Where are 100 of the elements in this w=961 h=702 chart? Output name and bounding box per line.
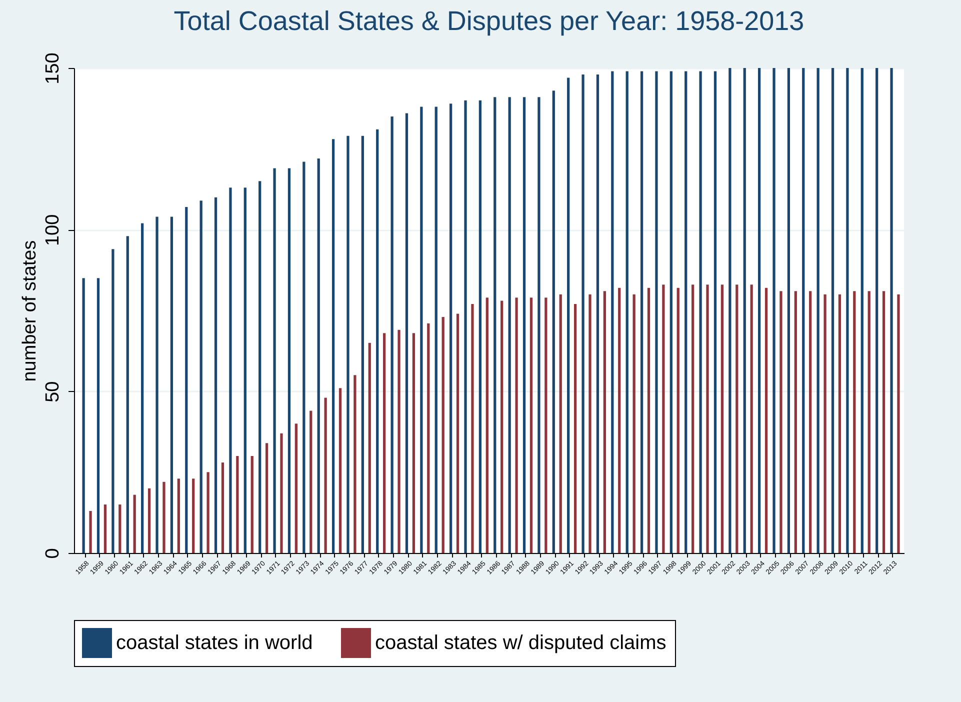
bar: [464, 100, 467, 553]
bar: [236, 456, 239, 553]
bar: [288, 168, 291, 553]
bar: [603, 291, 606, 553]
bar: [200, 200, 202, 553]
bar: [626, 71, 628, 553]
bar: [676, 288, 680, 553]
bar: [361, 136, 364, 553]
bar: [544, 298, 548, 553]
bar: [89, 510, 92, 553]
bar: [618, 288, 621, 553]
bar: [522, 97, 526, 553]
bar: [574, 304, 577, 553]
bar: [478, 100, 482, 553]
bar: [383, 333, 386, 553]
y-tick-label: 50: [42, 381, 64, 402]
bar: [450, 104, 452, 553]
y-tick-label: 0: [42, 548, 64, 559]
bar: [670, 71, 672, 553]
bar: [846, 68, 849, 553]
bar: [758, 68, 761, 553]
bar: [302, 162, 306, 553]
bar: [794, 291, 797, 553]
bar: [632, 294, 636, 553]
bar: [206, 472, 210, 553]
bar: [647, 288, 650, 553]
bar: [185, 207, 188, 553]
bar: [141, 223, 144, 553]
bar: [530, 298, 533, 553]
bar: [720, 284, 724, 553]
y-axis-title: number of states: [20, 240, 40, 382]
bar: [824, 294, 826, 553]
bar: [750, 284, 753, 553]
bar: [346, 136, 350, 553]
bar: [559, 294, 562, 553]
bar: [471, 304, 474, 553]
bar: [494, 97, 496, 553]
bar: [882, 291, 886, 553]
bar: [338, 388, 342, 553]
bar: [456, 314, 460, 553]
bar: [809, 291, 812, 553]
bar: [317, 158, 320, 553]
bar: [324, 398, 327, 553]
bar: [192, 478, 195, 553]
bar: [582, 74, 584, 553]
bar: [280, 433, 283, 553]
bar: [412, 333, 416, 553]
y-tick-label: 100: [42, 214, 64, 246]
bar: [640, 71, 644, 553]
bar: [736, 284, 738, 553]
bar: [515, 298, 518, 553]
bar: [170, 216, 174, 553]
bar: [508, 97, 511, 553]
bar: [714, 71, 717, 553]
bar: [376, 129, 379, 553]
bar: [156, 216, 158, 553]
bar: [831, 68, 834, 553]
bar: [96, 278, 100, 553]
bar: [486, 298, 488, 553]
bar: [104, 504, 107, 553]
bar: [596, 74, 600, 553]
bar: [538, 97, 540, 553]
bar: [126, 236, 129, 553]
bar: [655, 71, 658, 553]
bar: [390, 116, 394, 553]
bar: [310, 410, 312, 553]
bar: [743, 68, 746, 553]
bar: [244, 188, 246, 553]
bar: [567, 78, 570, 553]
bar: [787, 68, 790, 553]
legend-label: coastal states in world: [116, 632, 313, 654]
bar: [890, 68, 893, 553]
bar: [118, 504, 122, 553]
bar: [214, 197, 218, 553]
bar: [692, 284, 694, 553]
bar: [229, 188, 232, 553]
bar: [838, 294, 842, 553]
bar: [442, 316, 444, 553]
bar: [772, 68, 776, 553]
bar: [265, 443, 268, 553]
bar: [684, 71, 688, 553]
bar: [177, 478, 180, 553]
bar: [853, 291, 856, 553]
bar: [816, 68, 820, 553]
bar: [112, 249, 114, 553]
y-tick-label: 150: [42, 52, 64, 84]
bar: [662, 284, 665, 553]
bar: [876, 68, 878, 553]
chart-title: Total Coastal States & Disputes per Year: 1958-2013: [174, 6, 804, 36]
bar: [294, 424, 298, 553]
bar: [332, 139, 335, 553]
bar: [500, 300, 504, 553]
bar: [588, 294, 592, 553]
bar: [148, 488, 151, 553]
bar: [611, 71, 614, 553]
bar: [221, 462, 224, 553]
bar: [434, 106, 438, 553]
bar: [398, 330, 400, 553]
bar: [728, 68, 732, 553]
bar: [162, 482, 166, 553]
